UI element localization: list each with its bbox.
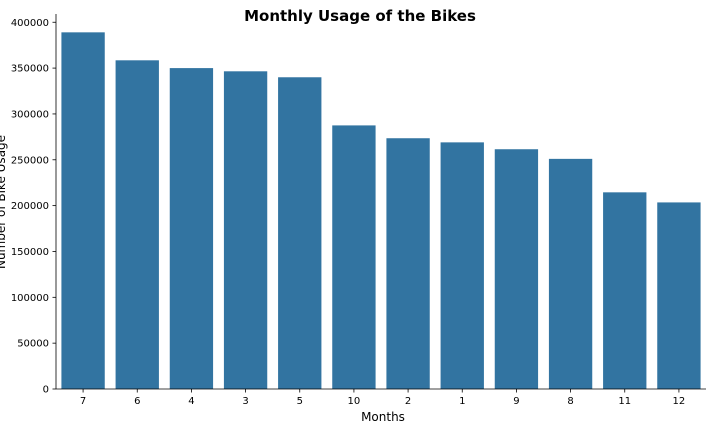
x-tick-label: 3	[242, 396, 248, 407]
x-axis-title: Months	[361, 410, 405, 424]
bar-month-10	[332, 125, 376, 390]
bar-month-7	[61, 32, 105, 390]
x-tick-label: 8	[567, 396, 573, 407]
y-tick-label: 350000	[11, 64, 49, 75]
y-tick-label: 50000	[17, 339, 49, 350]
bar-month-9	[494, 149, 539, 389]
y-tick-label: 200000	[11, 201, 49, 212]
y-tick-label: 250000	[11, 155, 49, 166]
y-tick-label: 150000	[11, 247, 49, 258]
y-tick-label: 400000	[11, 18, 49, 29]
x-tick-label: 11	[618, 396, 631, 407]
x-tick-label: 12	[673, 396, 686, 407]
bar-month-1	[440, 142, 484, 389]
bar-month-6	[115, 60, 159, 390]
bar-month-12	[657, 202, 701, 389]
y-tick-label: 0	[43, 385, 49, 396]
y-tick-label: 300000	[11, 109, 49, 120]
x-tick-label: 5	[297, 396, 303, 407]
x-tick-label: 7	[80, 396, 86, 407]
bar-month-5	[278, 77, 322, 389]
x-tick-label: 4	[188, 396, 194, 407]
bars-group	[61, 32, 701, 390]
x-tick-label: 6	[134, 396, 140, 407]
bar-month-4	[169, 68, 214, 390]
bar-month-8	[548, 158, 593, 389]
bar-month-11	[603, 192, 647, 389]
x-tick-label: 2	[405, 396, 411, 407]
x-tick-label: 10	[348, 396, 361, 407]
x-tick-label: 9	[513, 396, 519, 407]
x-tick-label: 1	[459, 396, 465, 407]
y-tick-label: 100000	[11, 293, 49, 304]
y-axis-ticks: 0 50000 100000 150000 200000 250000 300000 3500…	[11, 18, 56, 396]
bar-month-2	[386, 138, 430, 389]
bar-month-3	[223, 71, 268, 390]
chart-title: Monthly Usage of the Bikes	[244, 7, 476, 25]
y-axis-title: Number of Bike Usage	[0, 135, 8, 269]
x-axis-ticks: 7 6 4 3 5 10 2 1 9 8 11 12	[80, 389, 685, 407]
